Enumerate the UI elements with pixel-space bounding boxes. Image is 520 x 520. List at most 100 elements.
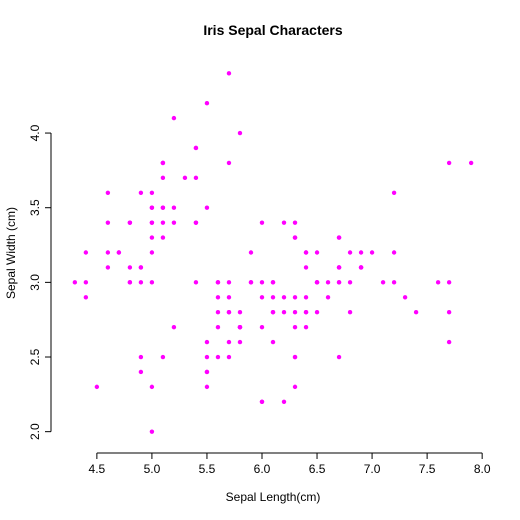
data-point: [226, 280, 232, 285]
data-point: [171, 205, 177, 210]
data-point: [259, 280, 265, 285]
data-point: [215, 324, 221, 330]
data-point: [281, 310, 287, 315]
data-point: [204, 339, 210, 345]
data-point: [127, 280, 133, 285]
y-tick-label: 4.0: [28, 124, 42, 141]
data-point: [105, 190, 111, 195]
data-point: [446, 310, 452, 315]
x-axis-label: Sepal Length(cm): [226, 490, 321, 504]
data-point: [149, 280, 155, 285]
data-point: [237, 310, 243, 315]
data-point: [259, 324, 265, 330]
data-point: [303, 250, 309, 255]
data-point: [226, 354, 232, 360]
data-point: [292, 310, 298, 315]
data-point: [281, 295, 287, 300]
data-point: [270, 310, 276, 315]
x-axis: 4.5 5.0 5.5 6.0 6.5 7.0 7.5 8.0: [89, 452, 491, 476]
data-point: [391, 190, 397, 195]
y-tick-label: 3.0: [28, 274, 42, 291]
data-point: [138, 190, 144, 195]
data-point: [391, 280, 397, 285]
data-point: [391, 250, 397, 255]
chart-title: Iris Sepal Characters: [203, 22, 343, 38]
data-point: [160, 160, 166, 166]
data-point: [380, 280, 386, 285]
data-point: [259, 220, 265, 225]
data-point: [292, 384, 298, 390]
data-point: [347, 250, 353, 255]
x-tick-label: 4.5: [89, 462, 106, 476]
data-point: [215, 354, 221, 360]
data-point: [303, 265, 309, 270]
x-tick-label: 7.5: [419, 462, 436, 476]
data-point: [369, 250, 375, 255]
data-point: [325, 280, 331, 285]
data-point: [182, 175, 188, 181]
data-point: [358, 250, 364, 255]
data-point: [127, 265, 133, 270]
data-point: [116, 250, 122, 255]
data-point: [259, 295, 265, 300]
data-point: [171, 115, 177, 121]
data-point: [292, 220, 298, 225]
data-point: [292, 324, 298, 330]
data-point: [83, 295, 89, 300]
data-point: [149, 429, 155, 434]
data-point: [193, 220, 199, 225]
data-point: [149, 250, 155, 255]
data-point: [171, 220, 177, 225]
data-point: [138, 354, 144, 360]
data-point: [215, 295, 221, 300]
data-points: [72, 71, 474, 434]
data-point: [347, 310, 353, 315]
data-point: [149, 190, 155, 195]
x-tick-label: 7.0: [364, 462, 381, 476]
data-point: [237, 339, 243, 345]
y-axis: 2.0 2.5 3.0 3.5 4.0: [28, 124, 52, 440]
data-point: [314, 250, 320, 255]
data-point: [127, 220, 133, 225]
data-point: [325, 295, 331, 300]
data-point: [215, 310, 221, 315]
data-point: [171, 324, 177, 330]
data-point: [149, 384, 155, 390]
data-point: [226, 295, 232, 300]
data-point: [468, 160, 474, 166]
data-point: [204, 354, 210, 360]
y-tick-label: 2.0: [28, 423, 42, 440]
data-point: [105, 220, 111, 225]
data-point: [402, 295, 408, 300]
data-point: [193, 145, 199, 151]
data-point: [226, 310, 232, 315]
data-point: [226, 339, 232, 345]
data-point: [292, 235, 298, 240]
data-point: [303, 295, 309, 300]
data-point: [336, 235, 342, 240]
data-point: [314, 310, 320, 315]
data-point: [215, 280, 221, 285]
data-point: [204, 369, 210, 375]
data-point: [160, 205, 166, 210]
data-point: [94, 384, 100, 390]
data-point: [292, 295, 298, 300]
y-tick-label: 3.5: [28, 199, 42, 216]
data-point: [149, 205, 155, 210]
data-point: [160, 220, 166, 225]
data-point: [435, 280, 441, 285]
x-tick-label: 6.0: [254, 462, 271, 476]
data-point: [160, 354, 166, 360]
data-point: [248, 280, 254, 285]
data-point: [237, 130, 243, 136]
data-point: [314, 280, 320, 285]
data-point: [160, 175, 166, 181]
data-point: [83, 280, 89, 285]
data-point: [281, 399, 287, 405]
data-point: [259, 399, 265, 405]
data-point: [138, 369, 144, 375]
data-point: [446, 160, 452, 166]
data-point: [270, 295, 276, 300]
data-point: [105, 250, 111, 255]
